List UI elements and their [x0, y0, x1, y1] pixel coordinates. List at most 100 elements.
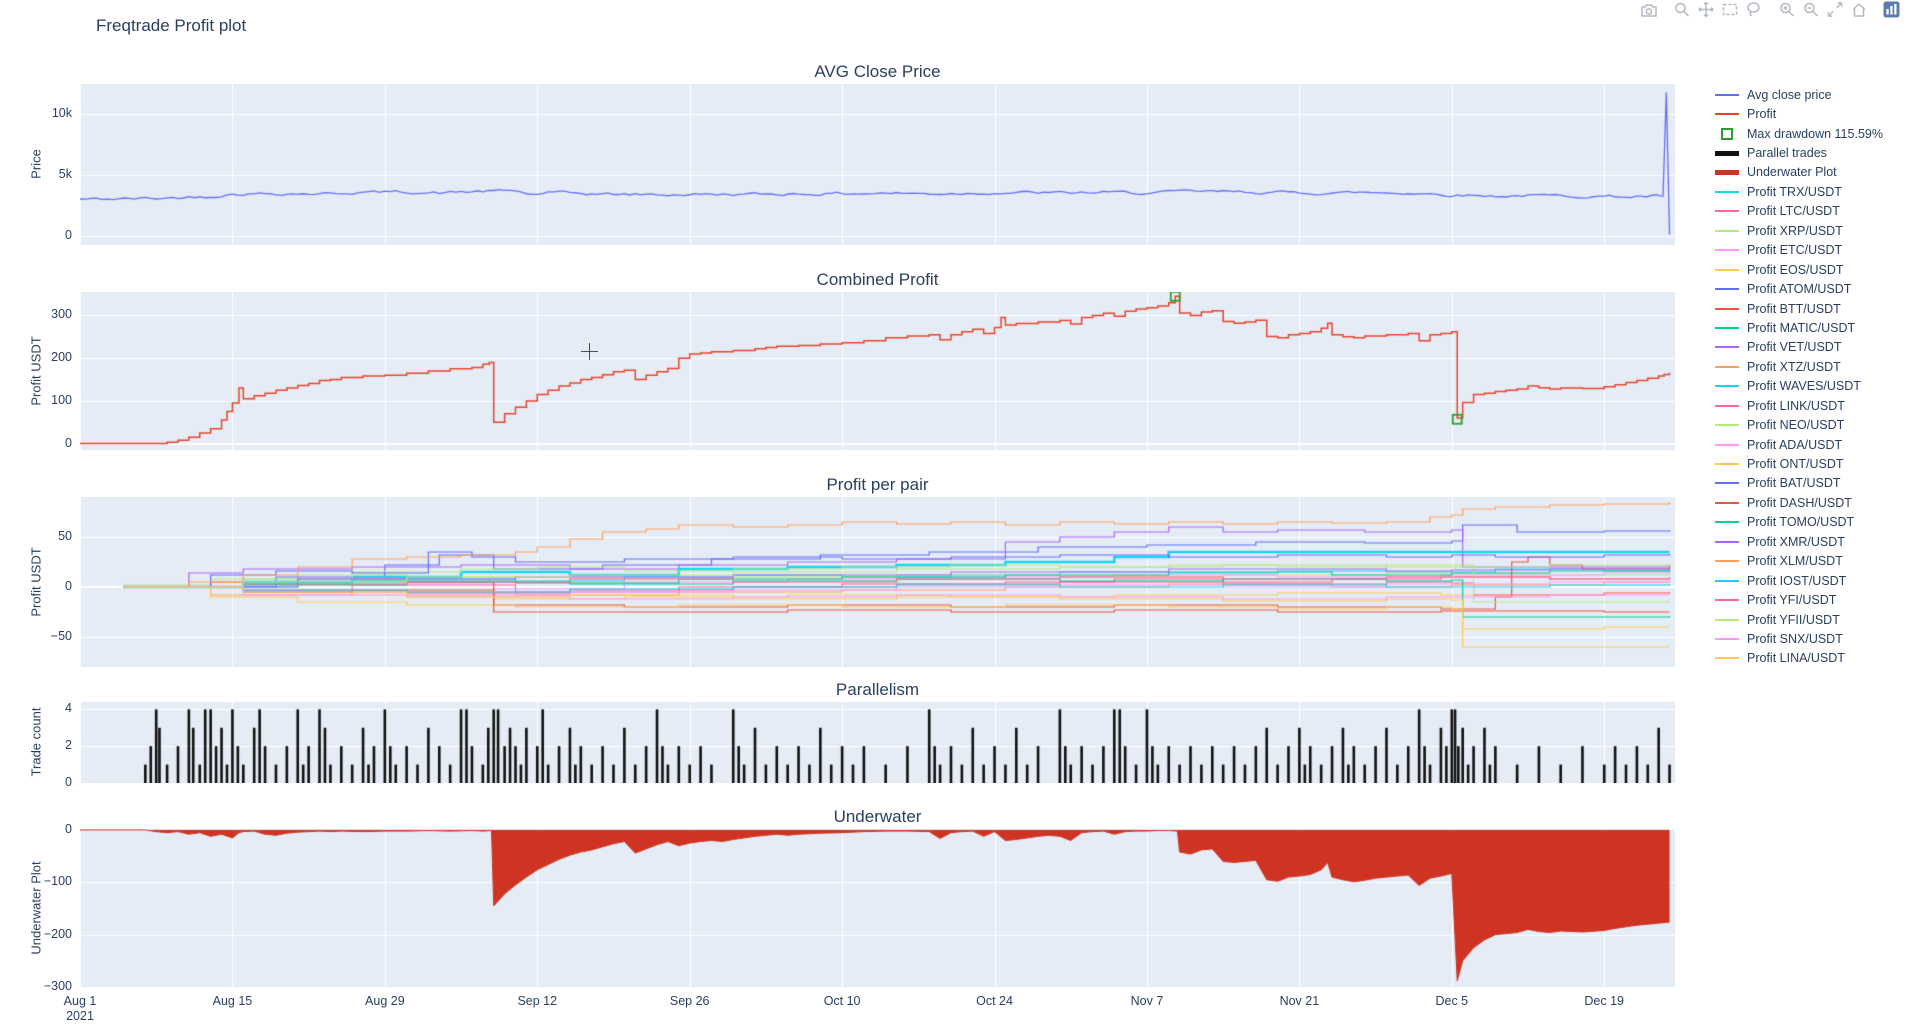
legend-item[interactable]: Profit TOMO/USDT	[1714, 513, 1910, 532]
legend-label: Profit XTZ/USDT	[1747, 359, 1841, 374]
legend-item[interactable]: Profit LINA/USDT	[1714, 649, 1910, 668]
ytick-label: 10k	[51, 106, 72, 121]
legend-item[interactable]: Profit VET/USDT	[1714, 338, 1910, 357]
subplot-title-avg-close: AVG Close Price	[814, 62, 941, 81]
legend-swatch	[1714, 579, 1740, 582]
legend-item[interactable]: Avg close price	[1714, 85, 1910, 104]
legend-swatch	[1714, 482, 1740, 485]
legend-item[interactable]: Profit LTC/USDT	[1714, 202, 1910, 221]
legend-item[interactable]: Profit EOS/USDT	[1714, 260, 1910, 279]
legend-item[interactable]: Profit XMR/USDT	[1714, 532, 1910, 551]
legend-swatch	[1714, 599, 1740, 602]
chart-canvas-profit-per-pair[interactable]	[80, 497, 1675, 667]
xtick-label: Sep 12	[517, 994, 558, 1008]
legend-item[interactable]: Profit XLM/USDT	[1714, 552, 1910, 571]
legend-item[interactable]: Profit	[1714, 104, 1910, 123]
legend-item[interactable]: Profit LINK/USDT	[1714, 396, 1910, 415]
legend-item[interactable]: Parallel trades	[1714, 143, 1910, 162]
figure-title: Freqtrade Profit plot	[96, 16, 247, 35]
chart-canvas-underwater[interactable]	[80, 829, 1675, 988]
plotly-logo[interactable]	[1881, 0, 1902, 19]
xtick-label: Dec 5	[1435, 994, 1469, 1008]
legend-swatch	[1714, 150, 1740, 156]
legend-swatch	[1714, 637, 1740, 640]
subplot-title-combined-profit: Combined Profit	[816, 270, 939, 289]
chart-canvas-avg-close[interactable]	[80, 84, 1675, 245]
swatch-glyph	[1715, 93, 1739, 96]
zoom-in-icon[interactable]	[1776, 0, 1797, 19]
reset-axes-icon[interactable]	[1848, 0, 1869, 19]
zoom-icon[interactable]	[1671, 0, 1692, 19]
pan-icon[interactable]	[1695, 0, 1716, 19]
ytick-label: −100	[43, 874, 72, 889]
xtick-label: Nov 7	[1130, 994, 1164, 1008]
swatch-glyph	[1715, 268, 1739, 271]
legend-item[interactable]: Profit ONT/USDT	[1714, 454, 1910, 473]
legend-item[interactable]: Profit WAVES/USDT	[1714, 377, 1910, 396]
legend-item[interactable]: Profit BTT/USDT	[1714, 299, 1910, 318]
parallelism-plot[interactable]	[80, 702, 1675, 783]
combined-profit-plot[interactable]	[80, 292, 1675, 450]
legend-item[interactable]: Profit TRX/USDT	[1714, 182, 1910, 201]
legend-label: Avg close price	[1747, 87, 1832, 102]
zoom-out-icon[interactable]	[1800, 0, 1821, 19]
swatch-glyph	[1715, 579, 1739, 582]
chart-canvas-combined-profit[interactable]	[80, 292, 1675, 450]
legend-item[interactable]: Max drawdown 115.59%	[1714, 124, 1910, 143]
swatch-glyph	[1715, 365, 1739, 368]
xtick-label: Aug 15	[212, 994, 253, 1008]
subplot-title-profit-per-pair: Profit per pair	[826, 475, 929, 494]
legend-item[interactable]: Profit XRP/USDT	[1714, 221, 1910, 240]
subplot-title-underwater: Underwater	[833, 807, 922, 826]
underwater-area-plot[interactable]	[80, 829, 1675, 988]
lasso-icon[interactable]	[1743, 0, 1764, 19]
legend-item[interactable]: Profit MATIC/USDT	[1714, 318, 1910, 337]
legend-label: Profit IOST/USDT	[1747, 573, 1847, 588]
legend-item[interactable]: Profit YFI/USDT	[1714, 590, 1910, 609]
legend-item[interactable]: Profit BAT/USDT	[1714, 474, 1910, 493]
ytick-label: 100	[51, 392, 72, 407]
xtick-label: Aug 1	[63, 994, 97, 1008]
autoscale-icon[interactable]	[1824, 0, 1845, 19]
legend-label: Profit LTC/USDT	[1747, 204, 1840, 219]
xtick-label: Sep 26	[669, 994, 710, 1008]
legend: Avg close price Profit Max drawdown 115.59…	[1714, 85, 1910, 668]
swatch-glyph	[1715, 288, 1739, 291]
chart-canvas-parallelism[interactable]	[80, 702, 1675, 783]
swatch-glyph	[1715, 501, 1739, 504]
legend-item[interactable]: Profit XTZ/USDT	[1714, 357, 1910, 376]
legend-item[interactable]: Profit NEO/USDT	[1714, 415, 1910, 434]
legend-label: Profit LINA/USDT	[1747, 651, 1845, 666]
legend-item[interactable]: Underwater Plot	[1714, 163, 1910, 182]
legend-swatch	[1714, 385, 1740, 388]
profit-per-pair-plot[interactable]	[80, 497, 1675, 667]
legend-item[interactable]: Profit SNX/USDT	[1714, 629, 1910, 648]
legend-item[interactable]: Profit ATOM/USDT	[1714, 279, 1910, 298]
legend-item[interactable]: Profit IOST/USDT	[1714, 571, 1910, 590]
legend-item[interactable]: Profit ADA/USDT	[1714, 435, 1910, 454]
legend-swatch	[1714, 190, 1740, 193]
legend-label: Profit EOS/USDT	[1747, 262, 1844, 277]
subplot-title-parallelism: Parallelism	[835, 680, 920, 699]
legend-swatch	[1714, 657, 1740, 660]
swatch-glyph	[1715, 346, 1739, 349]
legend-label: Profit XMR/USDT	[1747, 534, 1845, 549]
camera-icon[interactable]	[1638, 0, 1659, 19]
swatch-glyph	[1715, 150, 1739, 156]
legend-label: Underwater Plot	[1747, 165, 1837, 180]
legend-item[interactable]: Profit YFII/USDT	[1714, 610, 1910, 629]
legend-label: Profit DASH/USDT	[1747, 495, 1852, 510]
swatch-glyph	[1715, 190, 1739, 193]
box-select-icon[interactable]	[1719, 0, 1740, 19]
avg-close-plot[interactable]	[80, 84, 1675, 245]
legend-item[interactable]: Profit DASH/USDT	[1714, 493, 1910, 512]
legend-item[interactable]: Profit ETC/USDT	[1714, 241, 1910, 260]
xtick-label: Aug 29	[365, 994, 405, 1008]
legend-swatch	[1714, 268, 1740, 271]
legend-swatch	[1714, 93, 1740, 96]
legend-swatch	[1714, 404, 1740, 407]
legend-label: Max drawdown 115.59%	[1747, 126, 1883, 141]
ytick-label: 2	[65, 738, 72, 753]
legend-swatch	[1714, 249, 1740, 252]
